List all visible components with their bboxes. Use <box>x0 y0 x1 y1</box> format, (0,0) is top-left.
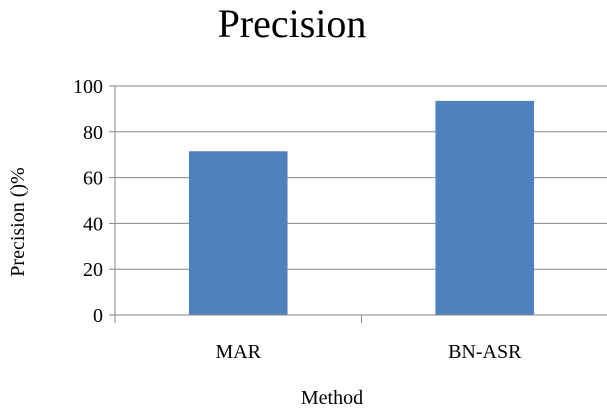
y-tick-label-80: 80 <box>83 122 103 144</box>
bar-mar <box>188 151 288 315</box>
bars <box>188 100 535 315</box>
bar-bn-asr <box>435 100 535 315</box>
x-axis-title: Method <box>301 387 363 409</box>
y-tick-label-40: 40 <box>83 213 103 235</box>
x-tick-label-mar: MAR <box>215 341 261 363</box>
y-tick-label-20: 20 <box>83 259 103 281</box>
y-tick-label-0: 0 <box>93 305 103 327</box>
x-tick-label-bn-asr: BN-ASR <box>448 341 522 363</box>
y-axis-title: Precision ()% <box>7 167 29 276</box>
chart-title: Precision <box>218 1 367 46</box>
y-tick-label-100: 100 <box>73 76 103 98</box>
y-tick-label-60: 60 <box>83 168 103 190</box>
axes: 0 20 40 60 80 100 MAR BN-ASR <box>73 76 607 363</box>
